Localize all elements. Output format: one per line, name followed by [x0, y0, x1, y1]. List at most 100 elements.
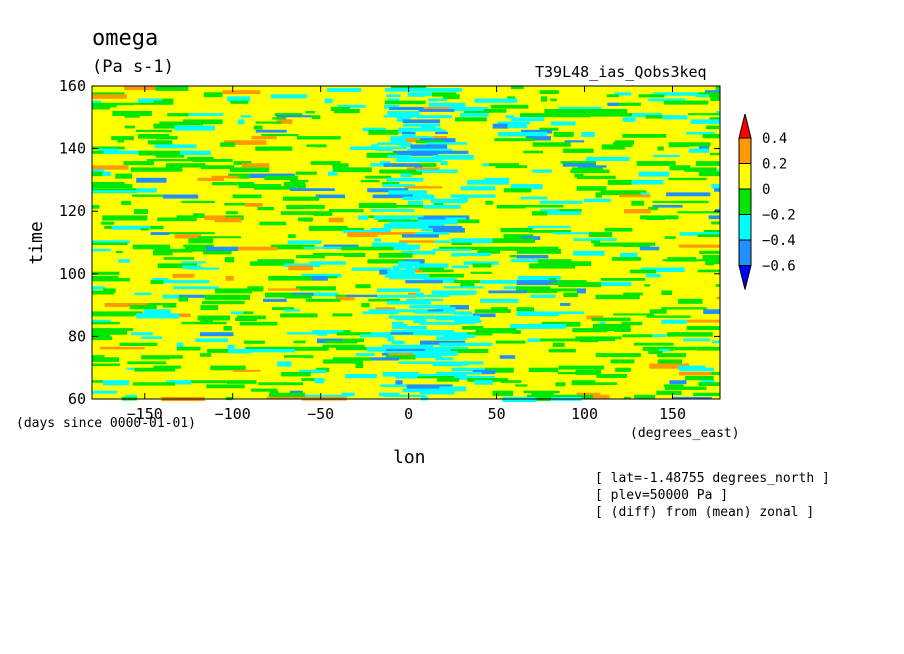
field-segment: [646, 217, 665, 220]
field-segment: [440, 292, 469, 296]
x-tick-label: −100: [215, 405, 251, 423]
field-segment: [312, 330, 344, 334]
field-segment: [576, 186, 607, 191]
field-segment: [718, 232, 720, 235]
field-segment: [696, 346, 720, 351]
field-segment: [371, 332, 391, 336]
field-segment: [155, 136, 178, 140]
field-segment: [92, 271, 120, 275]
x-axis-label: lon: [393, 447, 426, 468]
field-segment: [220, 142, 236, 147]
field-segment: [92, 336, 113, 341]
field-segment: [396, 215, 424, 219]
field-segment: [516, 280, 559, 286]
field-segment: [305, 298, 341, 302]
field-segment: [251, 136, 277, 140]
field-segment: [666, 192, 711, 197]
field-segment: [516, 255, 549, 259]
field-segment: [124, 86, 156, 91]
field-segment: [521, 129, 553, 134]
field-segment: [327, 88, 362, 92]
field-segment: [265, 292, 292, 298]
field-segment: [499, 355, 516, 359]
field-segment: [419, 163, 437, 167]
plot-frame: [91, 85, 721, 400]
y-axis-label: time: [26, 221, 47, 265]
field-segment: [693, 392, 720, 396]
field-segment: [436, 371, 482, 375]
field-segment: [104, 303, 148, 307]
field-segment: [386, 348, 425, 353]
colorbar-box: [738, 188, 752, 215]
field-segment: [705, 261, 714, 266]
field-segment: [121, 200, 131, 205]
field-segment: [685, 376, 714, 381]
field-segment: [474, 98, 518, 103]
field-segment: [631, 179, 664, 185]
field-segment: [387, 111, 420, 116]
field-segment: [274, 113, 303, 116]
field-segment: [203, 92, 223, 98]
field-segment: [309, 261, 346, 265]
field-segment: [714, 188, 720, 192]
field-segment: [442, 334, 476, 338]
field-segment: [383, 204, 424, 208]
field-segment: [296, 255, 325, 259]
field-segment: [400, 173, 412, 177]
field-segment: [570, 169, 610, 174]
y-tick-label: 60: [68, 390, 86, 408]
field-segment: [555, 382, 566, 387]
field-segment: [163, 257, 195, 260]
field-segment: [678, 298, 703, 304]
field-segment: [558, 311, 585, 315]
field-segment: [577, 165, 607, 168]
field-segment: [503, 234, 534, 239]
field-segment: [639, 246, 660, 251]
field-segment: [189, 267, 220, 270]
field-segment: [366, 346, 397, 352]
field-segment: [710, 96, 720, 101]
field-segment: [392, 146, 407, 150]
field-segment: [125, 394, 138, 398]
field-segment: [345, 374, 377, 379]
field-segment: [225, 275, 234, 281]
field-segment: [92, 290, 115, 295]
field-segment: [547, 211, 581, 215]
field-segment: [657, 353, 687, 358]
field-segment: [92, 328, 133, 331]
field-segment: [470, 271, 493, 274]
field-segment: [138, 150, 180, 156]
heatmap-field: [92, 86, 720, 402]
field-segment: [332, 313, 353, 317]
field-segment: [92, 390, 117, 394]
field-segment: [167, 113, 189, 117]
field-segment: [92, 380, 103, 383]
colorbar-label: 0: [762, 182, 770, 198]
field-segment: [416, 115, 453, 119]
field-segment: [200, 165, 235, 170]
field-segment: [411, 171, 422, 175]
field-segment: [417, 376, 455, 379]
field-segment: [439, 386, 467, 392]
field-segment: [496, 204, 526, 209]
field-segment: [282, 196, 320, 201]
field-segment: [495, 330, 512, 334]
field-segment: [695, 161, 720, 166]
field-segment: [510, 117, 545, 122]
colorbar-box: [738, 163, 752, 190]
field-segment: [402, 196, 422, 200]
field-segment: [379, 169, 417, 174]
field-segment: [178, 296, 189, 302]
field-segment: [239, 173, 250, 179]
field-segment: [253, 125, 263, 130]
field-segment: [368, 215, 375, 218]
field-segment: [347, 232, 378, 238]
field-segment: [183, 244, 214, 248]
field-segment: [716, 117, 720, 121]
field-segment: [638, 94, 665, 98]
field-segment: [395, 374, 435, 379]
field-segment: [477, 248, 501, 254]
field-segment: [92, 171, 103, 177]
field-segment: [193, 213, 205, 217]
